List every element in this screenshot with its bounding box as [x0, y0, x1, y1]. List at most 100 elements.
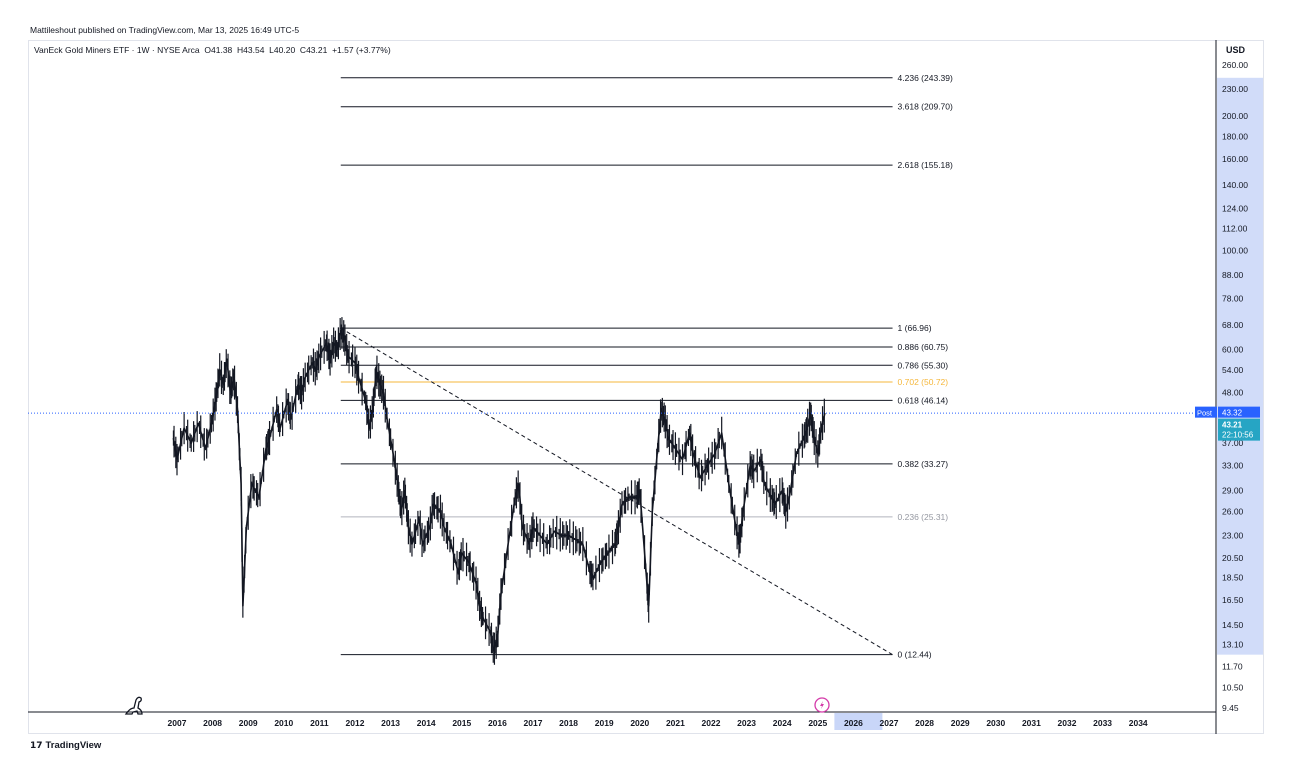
year-tick-label: 2020 — [630, 718, 649, 728]
year-tick-label: 2025 — [808, 718, 827, 728]
low-label: L — [269, 45, 274, 55]
price-tick-label: 37.00 — [1222, 438, 1244, 448]
year-tick-label: 2013 — [381, 718, 400, 728]
publisher-line: Mattileshout published on TradingView.co… — [30, 25, 300, 35]
year-tick-label: 2023 — [737, 718, 756, 728]
year-tick-label: 2029 — [951, 718, 970, 728]
price-tick-label: 200.00 — [1222, 111, 1248, 121]
ohlc-legend: VanEck Gold Miners ETF · 1W · NYSE Arca … — [34, 45, 391, 55]
year-tick-label: 2010 — [274, 718, 293, 728]
price-tick-label: 68.00 — [1222, 320, 1244, 330]
fib-level-label: 0.618 (46.14) — [898, 395, 949, 405]
price-tick-label: 230.00 — [1222, 84, 1248, 94]
close-label: C — [299, 45, 307, 55]
low-value: 40.20 — [273, 45, 296, 55]
price-tick-label: 124.00 — [1222, 204, 1248, 214]
price-tick-label: 48.00 — [1222, 388, 1244, 398]
price-tick-label: 33.00 — [1222, 460, 1244, 470]
price-series-line — [172, 330, 826, 652]
price-axis-highlight — [1217, 77, 1263, 655]
post-price-badge-bg — [1218, 406, 1260, 418]
open-label: O — [204, 45, 211, 55]
year-tick-label: 2031 — [1022, 718, 1041, 728]
fib-level-label: 0.702 (50.72) — [898, 377, 949, 387]
year-tick-label: 2027 — [880, 718, 899, 728]
price-tick-label: 18.50 — [1222, 573, 1244, 583]
fib-level-label: 0.236 (25.31) — [898, 512, 949, 522]
dashed-trendline — [340, 327, 893, 656]
year-tick-label: 2019 — [595, 718, 614, 728]
year-tick-label: 2026 — [844, 718, 863, 728]
price-tick-label: 10.50 — [1222, 683, 1244, 693]
year-tick-label: 2028 — [915, 718, 934, 728]
change-value: +1.57 (+3.77%) — [332, 45, 391, 55]
price-tick-label: 180.00 — [1222, 131, 1248, 141]
year-tick-label: 2033 — [1093, 718, 1112, 728]
year-tick-label: 2024 — [773, 718, 792, 728]
year-tick-label: 2014 — [417, 718, 436, 728]
fib-level-label: 0 (12.44) — [898, 650, 932, 660]
year-tick-label: 2012 — [346, 718, 365, 728]
tradingview-logo-icon: 𝟭𝟳 — [30, 741, 43, 751]
currency-label: USD — [1226, 45, 1246, 55]
price-tick-label: 260.00 — [1222, 60, 1248, 70]
post-badge-bg — [1195, 406, 1217, 418]
time-axis-highlight — [834, 713, 883, 730]
year-tick-label: 2030 — [986, 718, 1005, 728]
tradingview-brand-text: TradingView — [45, 740, 102, 751]
last-price-badge: 43.21 — [1222, 421, 1243, 430]
price-tick-label: 11.70 — [1222, 662, 1243, 672]
year-tick-label: 2021 — [666, 718, 685, 728]
dinosaur-icon-shape — [124, 696, 143, 715]
high-label: H — [237, 45, 244, 55]
price-tick-label: 26.00 — [1222, 507, 1244, 517]
year-tick-label: 2008 — [203, 718, 222, 728]
countdown-badge: 22:10:56 — [1222, 431, 1254, 440]
price-tick-label: 100.00 — [1222, 245, 1248, 255]
price-tick-label: 60.00 — [1222, 344, 1244, 354]
fib-level-label: 0.886 (60.75) — [898, 342, 949, 352]
close-value: 43.21 — [306, 45, 328, 55]
price-tick-label: 54.00 — [1222, 365, 1244, 375]
year-tick-label: 2017 — [524, 718, 543, 728]
price-tick-label: 112.00 — [1222, 223, 1248, 233]
open-value: 41.38 — [211, 45, 233, 55]
fib-level-label: 4.236 (243.39) — [898, 73, 953, 83]
post-price-badge: 43.32 — [1222, 409, 1243, 418]
price-tick-label: 9.45 — [1222, 703, 1239, 713]
fib-level-label: 0.786 (55.30) — [898, 360, 949, 370]
year-tick-label: 2009 — [239, 718, 258, 728]
price-tick-label: 23.00 — [1222, 530, 1244, 540]
price-tick-label: 88.00 — [1222, 270, 1244, 280]
price-tick-label: 29.00 — [1222, 485, 1244, 495]
year-tick-label: 2034 — [1129, 718, 1148, 728]
high-value: 43.54 — [243, 45, 265, 55]
dinosaur-icon — [124, 696, 143, 715]
year-tick-label: 2011 — [310, 718, 329, 728]
price-tick-label: 140.00 — [1222, 180, 1248, 190]
price-tick-label: 13.10 — [1222, 640, 1244, 650]
year-tick-label: 2018 — [559, 718, 578, 728]
fib-level-label: 3.618 (209.70) — [898, 102, 953, 112]
last-price-badge-bg — [1218, 418, 1260, 441]
post-badge-label: Post — [1197, 409, 1213, 418]
year-tick-label: 2032 — [1058, 718, 1077, 728]
price-tick-label: 20.50 — [1222, 553, 1244, 563]
tradingview-logo[interactable]: 𝟭𝟳 TradingView — [30, 740, 101, 751]
symbol-description: VanEck Gold Miners ETF · 1W · NYSE Arca — [34, 45, 200, 55]
chart-frame — [28, 40, 1264, 734]
flash-icon-bolt — [820, 701, 824, 709]
fib-level-label: 0.382 (33.27) — [898, 459, 949, 469]
year-tick-label: 2015 — [452, 718, 471, 728]
fib-level-label: 1 (66.96) — [898, 323, 932, 333]
price-tick-label: 160.00 — [1222, 154, 1248, 164]
price-tick-label: 14.50 — [1222, 620, 1244, 630]
year-tick-label: 2007 — [168, 718, 187, 728]
year-tick-label: 2016 — [488, 718, 507, 728]
year-tick-label: 2022 — [702, 718, 721, 728]
flash-icon — [814, 697, 830, 713]
price-tick-label: 78.00 — [1222, 294, 1244, 304]
price-tick-label: 16.50 — [1222, 595, 1244, 605]
fib-level-label: 2.618 (155.18) — [898, 160, 953, 170]
